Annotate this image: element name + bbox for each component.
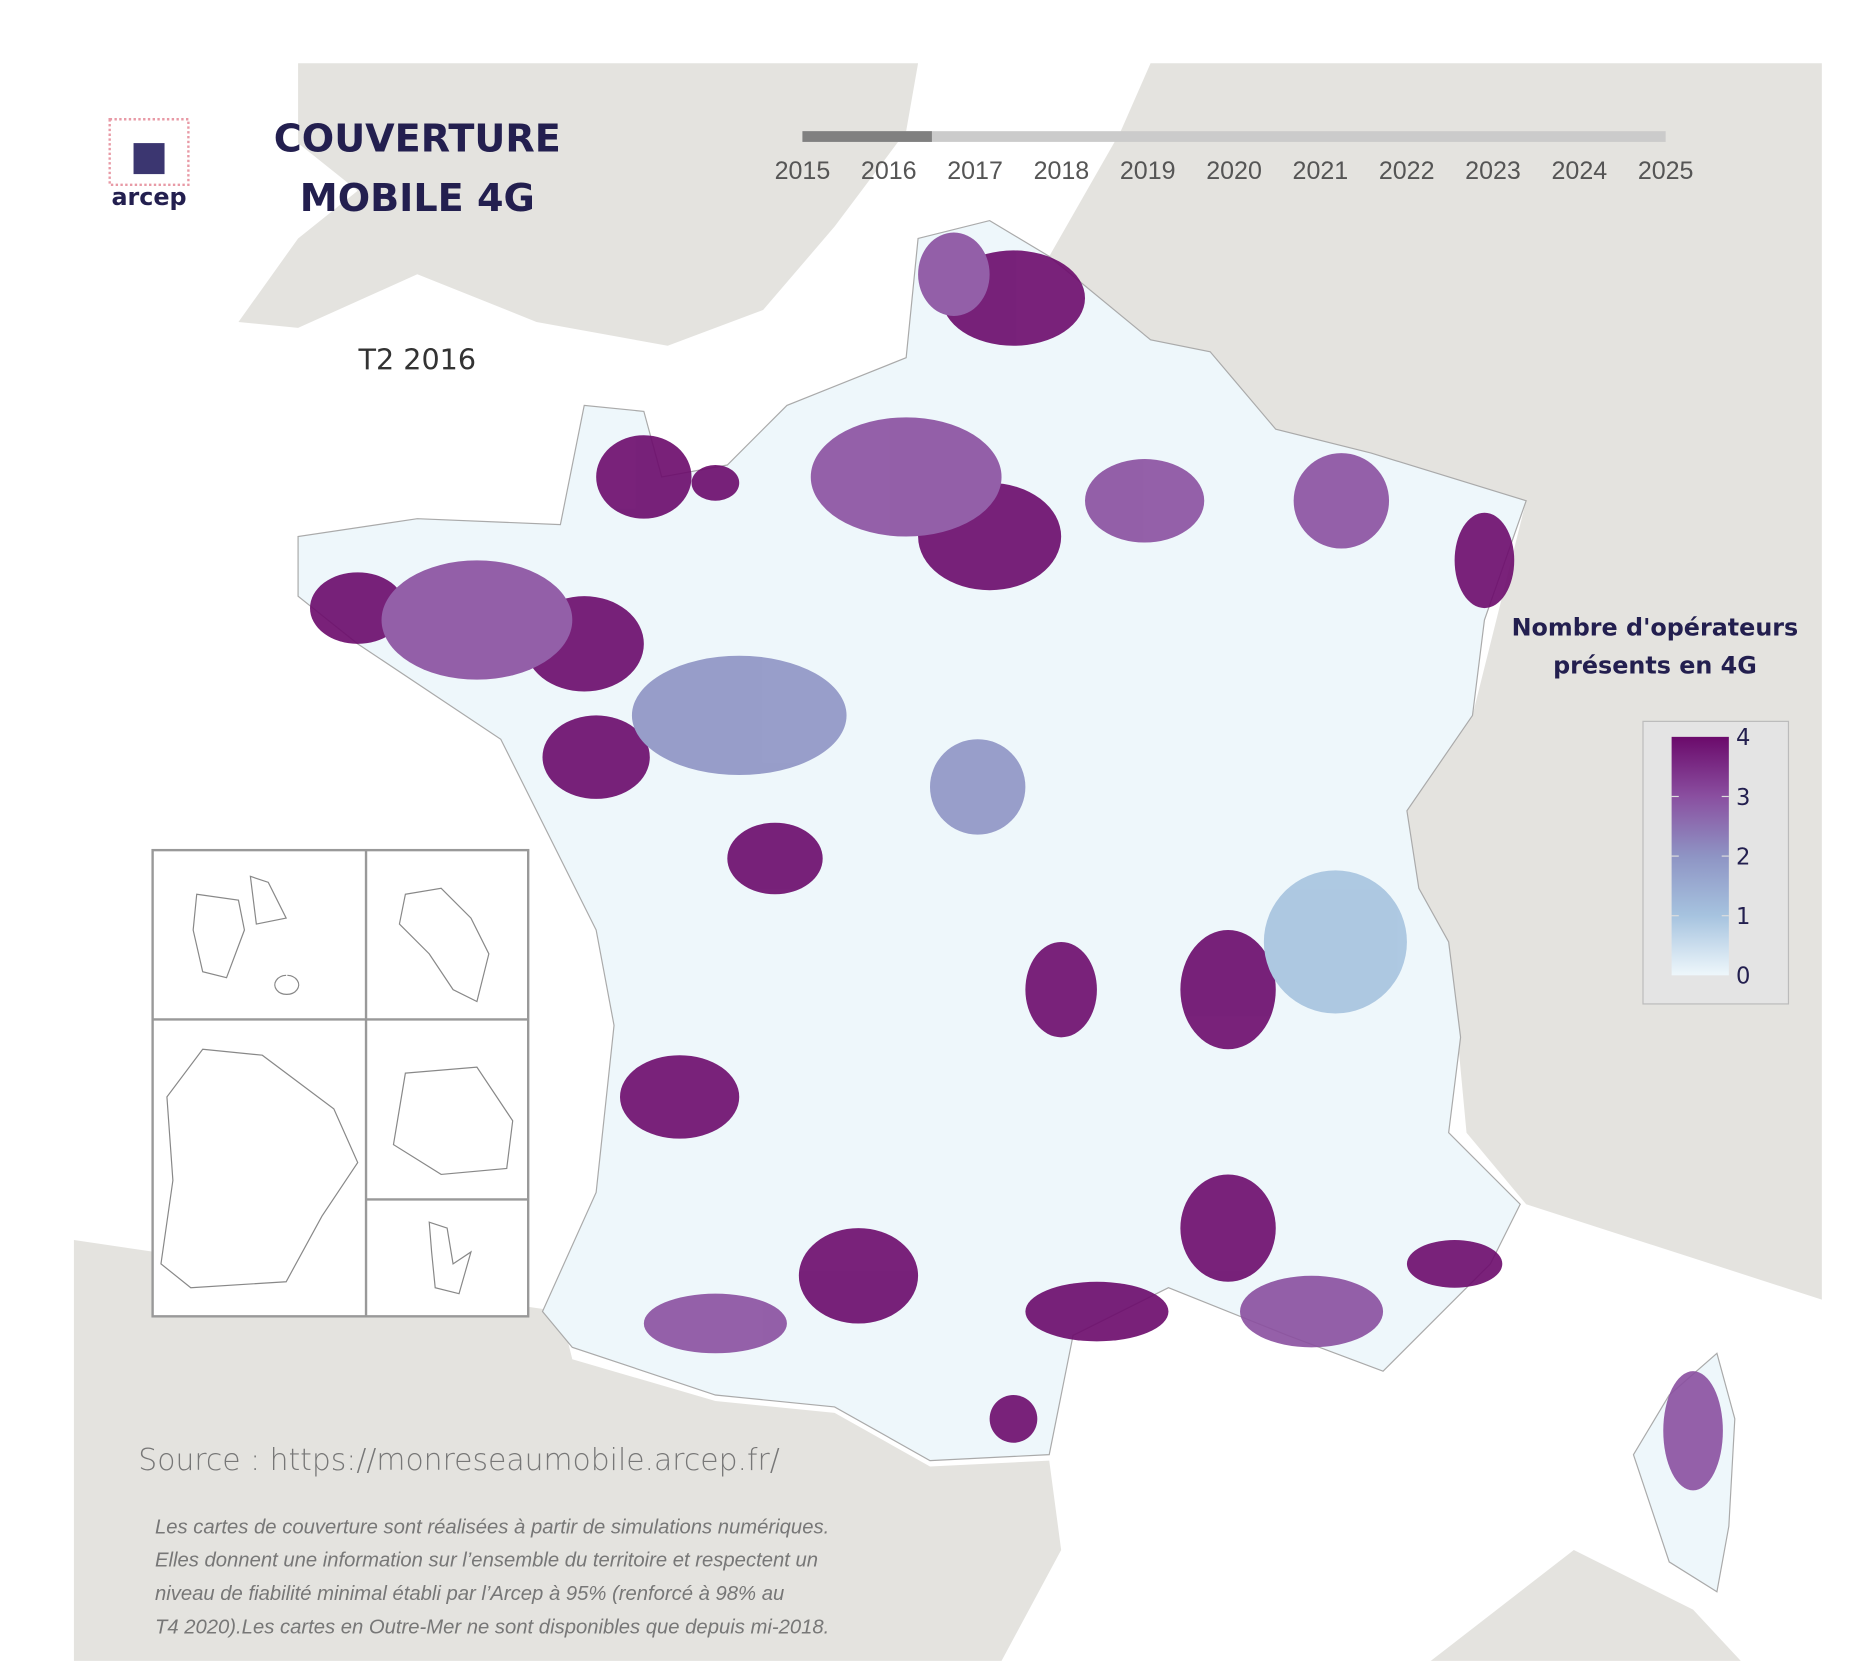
legend-tick-4: 4: [1736, 725, 1750, 751]
legend-title-line2: présents en 4G: [1553, 652, 1757, 680]
legend-tick-0: 0: [1736, 964, 1750, 990]
timeline-track[interactable]: [802, 131, 1666, 142]
legend-color-ramp: [1671, 736, 1729, 976]
timeline-year-2024[interactable]: 2024: [1552, 157, 1608, 185]
coverage-areas: [310, 232, 1723, 1491]
timeline-year-2021[interactable]: 2021: [1293, 157, 1349, 185]
timeline-year-2023[interactable]: 2023: [1465, 157, 1521, 185]
inset-guadeloupe: [192, 875, 300, 995]
timeline-year-2022[interactable]: 2022: [1379, 157, 1435, 185]
inset-martinique: [398, 887, 490, 1003]
disclaimer: Les cartes de couverture sont réalisées …: [155, 1516, 829, 1638]
title-line2: MOBILE 4G: [300, 176, 535, 220]
disclaimer-line: Les cartes de couverture sont réalisées …: [155, 1516, 829, 1538]
timeline-year-2019[interactable]: 2019: [1120, 157, 1176, 185]
legend-tick-2: 2: [1736, 844, 1750, 870]
overseas-insets: [151, 848, 530, 1318]
timeline-progress: [802, 131, 932, 142]
source-link[interactable]: Source : https://monreseaumobile.arcep.f…: [138, 1443, 779, 1478]
france-metropole: [297, 219, 1736, 1593]
inset-guyane: [160, 1048, 359, 1289]
legend-tick-1: 1: [1736, 904, 1750, 930]
timeline-year-2025[interactable]: 2025: [1638, 157, 1694, 185]
timeline-slider[interactable]: 2015 2016 2017 2018 2019 2020 2021 2022 2023 2024…: [775, 131, 1694, 185]
legend: 4 3 2 1 0: [1642, 720, 1790, 1005]
timeline-year-2017[interactable]: 2017: [947, 157, 1003, 185]
inset-reunion: [392, 1066, 514, 1176]
timeline-year-2018[interactable]: 2018: [1034, 157, 1090, 185]
disclaimer-line: Elles donnent une information sur l’ense…: [155, 1550, 818, 1572]
timeline-year-2015[interactable]: 2015: [775, 157, 831, 185]
legend-tick-3: 3: [1736, 785, 1750, 811]
disclaimer-line: T4 2020).Les cartes en Outre-Mer ne sont…: [155, 1616, 829, 1638]
neighbouring-land: [73, 63, 1822, 1661]
timeline-year-2016[interactable]: 2016: [861, 157, 917, 185]
period-label: T2 2016: [358, 343, 477, 377]
inset-mayotte: [428, 1221, 472, 1295]
legend-title-line1: Nombre d'opérateurs: [1512, 614, 1799, 642]
arcep-logo: arcep: [108, 118, 190, 211]
timeline-year-2020[interactable]: 2020: [1206, 157, 1262, 185]
disclaimer-line: niveau de fiabilité minimal établi par l…: [155, 1583, 784, 1605]
logo-text: arcep: [111, 183, 186, 211]
title-line1: COUVERTURE: [274, 116, 561, 160]
